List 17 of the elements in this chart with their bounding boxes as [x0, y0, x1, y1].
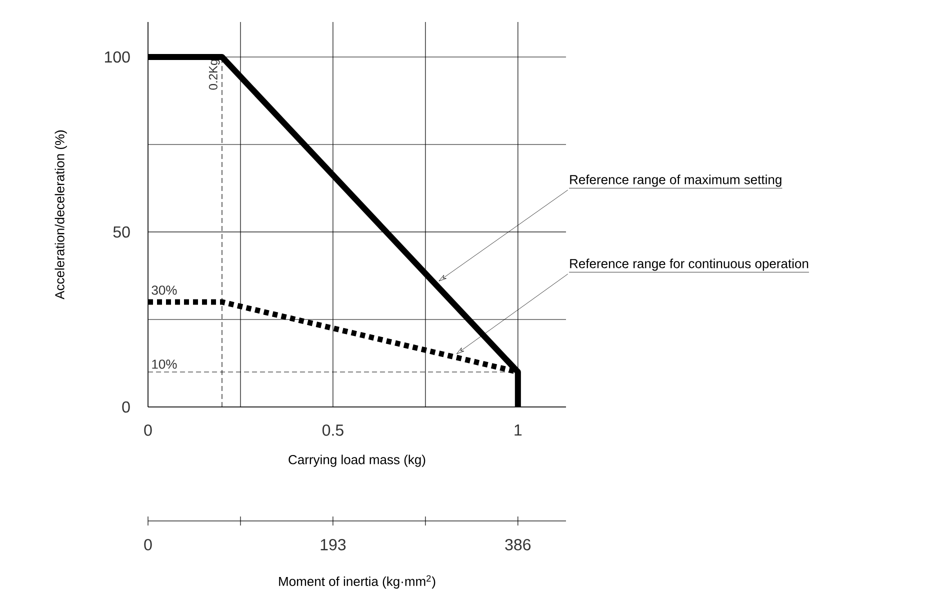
x2-tick-label: 0 — [144, 539, 152, 550]
y-tick-label: 100 — [105, 51, 130, 63]
x2-tick-label: 193 — [320, 539, 346, 550]
x2-tick-label: 386 — [505, 539, 531, 550]
x-axis-title: Carrying load mass (kg) — [288, 454, 426, 467]
x-tick-label: 0.5 — [322, 424, 344, 436]
x-tick-label: 0 — [144, 424, 152, 436]
text: Reference range of maximum setting — [570, 174, 782, 187]
x2-axis-title: Moment of inertia (kg·mm$^{2}$) — [279, 575, 436, 589]
annotation: 30% — [152, 286, 177, 295]
text: Reference range for continuous operation — [570, 258, 808, 271]
y-axis-title: Acceleration/deceleration (%) — [54, 130, 67, 300]
ref-line-label: 0.2Kg — [208, 60, 220, 90]
y-tick-label: 0 — [122, 401, 130, 413]
x-tick-label: 1 — [514, 424, 522, 436]
ref-line-label: 10% — [152, 360, 177, 369]
y-tick-label: 50 — [113, 226, 130, 238]
